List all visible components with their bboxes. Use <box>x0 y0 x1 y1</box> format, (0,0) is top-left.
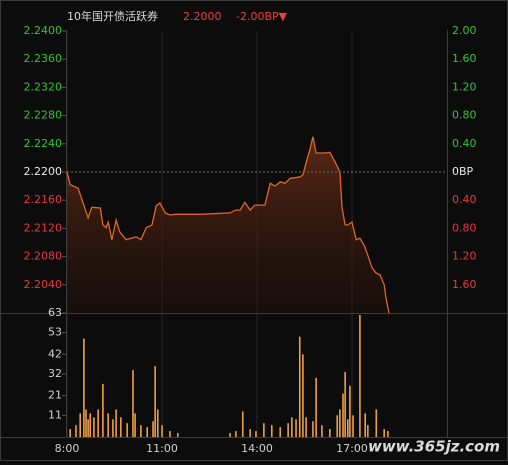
watermark: www.365jz.com <box>368 438 500 456</box>
volume-bar <box>235 431 237 437</box>
y-tick-label: 2.2080 <box>24 250 63 263</box>
volume-bar <box>79 413 81 437</box>
volume-bar <box>75 425 77 437</box>
volume-bar <box>89 413 92 437</box>
volume-bar <box>140 425 142 437</box>
y-tick-label: 2.2280 <box>24 109 63 122</box>
volume-bar <box>342 393 344 437</box>
volume-bar <box>287 423 289 437</box>
volume-bar <box>85 409 87 437</box>
volume-bar <box>336 415 339 437</box>
y2-tick-label: 1.60 <box>452 278 477 291</box>
volume-bar <box>295 419 297 437</box>
volume-bar <box>156 409 159 437</box>
y-tick-label: 53 <box>48 326 62 339</box>
volume-bar <box>375 409 378 437</box>
y2-tick-label: 0.80 <box>452 109 477 122</box>
y2-tick-label: 1.20 <box>452 250 477 263</box>
y-tick-label: 2.2400 <box>24 24 63 37</box>
volume-bar <box>359 314 361 437</box>
y2-tick-label: 0BP <box>452 165 474 178</box>
volume-bar <box>97 409 99 437</box>
volume-bar <box>87 419 89 437</box>
volume-bar <box>146 427 149 437</box>
y2-tick-label: 0.40 <box>452 137 477 150</box>
volume-bar <box>364 413 366 437</box>
y-tick-label: 2.2120 <box>24 221 63 234</box>
volume-bar <box>134 413 136 437</box>
volume-bar <box>315 377 317 437</box>
volume-bar <box>229 433 231 437</box>
volume-bar <box>346 419 349 437</box>
volume-bar <box>352 415 354 437</box>
volume-bar <box>112 419 114 437</box>
volume-bar <box>152 421 154 437</box>
x-tick-label: 11:00 <box>146 442 178 455</box>
volume-bar <box>298 336 301 437</box>
volume-bar <box>161 425 163 437</box>
volume-bar <box>312 421 314 437</box>
volume-bar <box>383 429 385 437</box>
last-price: 2.2000 <box>183 10 222 23</box>
price-line <box>66 136 390 314</box>
volume-bar <box>305 417 307 437</box>
y-tick-label: 2.2320 <box>24 80 63 93</box>
volume-bar <box>102 383 104 437</box>
y-tick-label: 42 <box>48 347 62 360</box>
x-tick-label: 8:00 <box>55 442 80 455</box>
y2-tick-label: 0.80 <box>452 221 477 234</box>
volume-bar <box>115 409 117 437</box>
volume-bar <box>249 429 251 437</box>
y2-tick-label: 1.20 <box>452 80 477 93</box>
price-change: -2.00BP▼ <box>236 10 288 23</box>
volume-bar <box>169 431 171 437</box>
volume-bar <box>154 366 156 437</box>
volume-bar <box>279 427 282 437</box>
volume-bar <box>367 425 369 437</box>
volume-bar <box>132 370 134 437</box>
volume-bar <box>107 413 109 437</box>
y-tick-label: 21 <box>48 389 62 402</box>
volume-bar <box>120 417 122 437</box>
volume-bar <box>291 417 293 437</box>
volume-bar <box>83 338 85 437</box>
volume-bar <box>339 409 341 437</box>
instrument-title: 10年国开债活跃券 <box>67 9 158 23</box>
volume-bar <box>329 429 331 437</box>
volume-bar <box>344 372 346 437</box>
volume-bar <box>349 385 351 437</box>
volume-bar <box>270 425 273 437</box>
volume-bar <box>69 429 71 437</box>
area-shading <box>67 136 389 313</box>
volume-bar <box>126 423 128 437</box>
y-tick-label: 63 <box>48 306 62 319</box>
y-tick-label: 2.2360 <box>24 52 63 65</box>
y-tick-label: 2.2040 <box>24 278 63 291</box>
volume-bar <box>241 411 244 437</box>
y-tick-label: 2.2240 <box>24 137 63 150</box>
x-tick-label: 17:00 <box>336 442 368 455</box>
y-tick-label: 2.2160 <box>24 193 63 206</box>
y-tick-label: 32 <box>48 367 62 380</box>
volume-bar <box>255 431 257 437</box>
volume-bar <box>177 433 179 437</box>
volume-bar <box>302 354 304 437</box>
y2-tick-label: 2.00 <box>452 24 477 37</box>
volume-bar <box>321 425 323 437</box>
volume-bar <box>263 423 265 437</box>
volume-bar <box>93 417 95 437</box>
x-tick-label: 14:00 <box>241 442 273 455</box>
y-tick-label: 2.2200 <box>24 165 63 178</box>
y2-tick-label: 1.60 <box>452 52 477 65</box>
y-tick-label: 11 <box>48 408 62 421</box>
y2-tick-label: 0.40 <box>452 193 477 206</box>
volume-bar <box>387 431 389 437</box>
